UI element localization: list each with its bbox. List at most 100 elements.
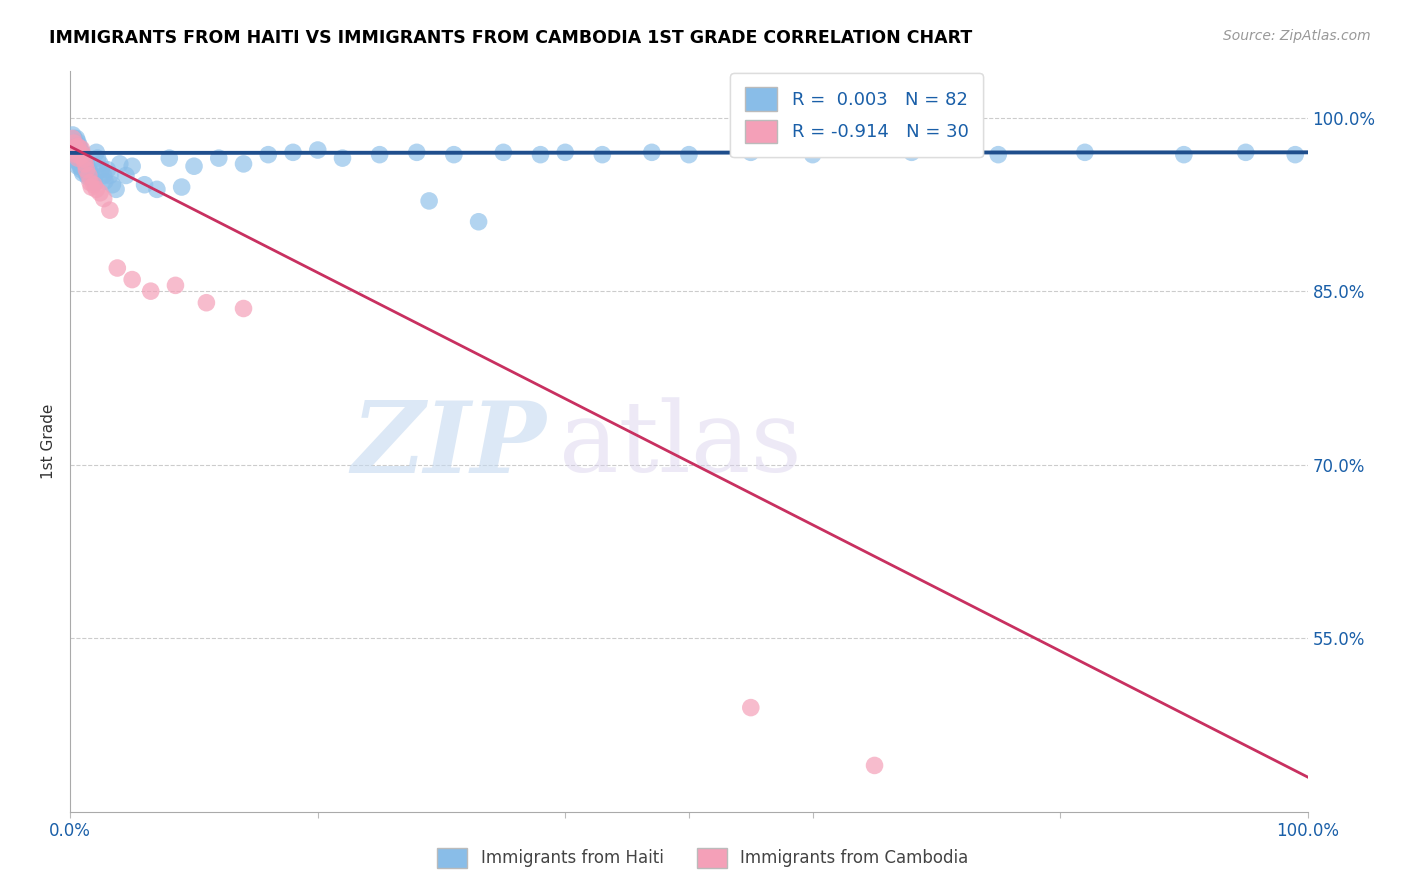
Point <box>65 136 87 150</box>
Y-axis label: 1st Grade: 1st Grade <box>41 404 56 479</box>
Point <box>86 151 108 165</box>
Point <box>65 147 87 161</box>
Point <box>93 192 115 206</box>
Point <box>77 162 100 177</box>
Point <box>75 162 97 177</box>
Point <box>84 182 107 196</box>
Point <box>82 170 104 185</box>
Point <box>307 143 329 157</box>
Point <box>165 278 187 293</box>
Point <box>93 169 115 183</box>
Point <box>1284 147 1306 161</box>
Point <box>62 131 84 145</box>
Point <box>121 272 143 286</box>
Point <box>492 145 515 160</box>
Point <box>134 178 156 192</box>
Point <box>66 151 89 165</box>
Point <box>90 162 112 177</box>
Point <box>65 147 87 161</box>
Point <box>157 151 180 165</box>
Text: ZIP: ZIP <box>352 397 547 493</box>
Point <box>146 182 169 196</box>
Point <box>80 169 103 183</box>
Point <box>740 145 762 160</box>
Legend: Immigrants from Haiti, Immigrants from Cambodia: Immigrants from Haiti, Immigrants from C… <box>430 841 976 875</box>
Point <box>63 131 86 145</box>
Point <box>70 154 93 169</box>
Point <box>75 154 97 169</box>
Point <box>79 176 101 190</box>
Point <box>467 215 489 229</box>
Point <box>332 151 354 165</box>
Point <box>801 147 824 161</box>
Point <box>529 147 551 161</box>
Point <box>76 161 98 175</box>
Point <box>183 159 205 173</box>
Point <box>208 151 231 165</box>
Point <box>65 139 87 153</box>
Point <box>84 176 107 190</box>
Point <box>405 145 427 160</box>
Text: atlas: atlas <box>560 397 801 493</box>
Point <box>70 142 93 156</box>
Point <box>63 144 86 158</box>
Point <box>75 166 97 180</box>
Point <box>96 162 118 177</box>
Point <box>591 147 613 161</box>
Point <box>863 758 886 772</box>
Point <box>94 174 117 188</box>
Point <box>232 301 254 316</box>
Point <box>75 157 97 171</box>
Point <box>89 157 111 171</box>
Point <box>1074 145 1097 160</box>
Point <box>65 153 87 168</box>
Point <box>740 700 762 714</box>
Point <box>73 161 96 175</box>
Point <box>73 151 96 165</box>
Point <box>418 194 440 208</box>
Point <box>66 135 89 149</box>
Text: IMMIGRANTS FROM HAITI VS IMMIGRANTS FROM CAMBODIA 1ST GRADE CORRELATION CHART: IMMIGRANTS FROM HAITI VS IMMIGRANTS FROM… <box>49 29 973 47</box>
Point <box>641 145 664 160</box>
Point <box>63 139 86 153</box>
Point <box>65 145 87 160</box>
Point <box>1173 147 1195 161</box>
Point <box>98 203 121 218</box>
Point <box>79 165 101 179</box>
Point <box>65 141 87 155</box>
Legend: R =  0.003   N = 82, R = -0.914   N = 30: R = 0.003 N = 82, R = -0.914 N = 30 <box>730 73 983 157</box>
Point <box>98 169 121 183</box>
Point <box>67 144 90 158</box>
Point <box>443 147 465 161</box>
Point <box>89 186 111 200</box>
Point <box>678 147 700 161</box>
Point <box>115 169 138 183</box>
Point <box>281 145 304 160</box>
Point <box>69 151 91 165</box>
Point <box>75 157 97 171</box>
Point <box>65 131 87 145</box>
Point <box>75 162 97 177</box>
Point <box>84 145 107 160</box>
Point <box>69 149 91 163</box>
Point <box>67 138 90 153</box>
Point <box>121 159 143 173</box>
Point <box>83 178 105 192</box>
Point <box>66 151 89 165</box>
Point <box>257 147 280 161</box>
Point <box>72 158 94 172</box>
Point <box>66 159 89 173</box>
Point <box>69 159 91 173</box>
Point <box>72 166 94 180</box>
Point <box>987 147 1010 161</box>
Point <box>105 260 128 275</box>
Point <box>76 169 98 184</box>
Point <box>66 143 89 157</box>
Point <box>101 178 124 192</box>
Point <box>195 295 218 310</box>
Point <box>70 162 93 177</box>
Point <box>554 145 576 160</box>
Point <box>170 180 193 194</box>
Text: Source: ZipAtlas.com: Source: ZipAtlas.com <box>1223 29 1371 44</box>
Point <box>232 157 254 171</box>
